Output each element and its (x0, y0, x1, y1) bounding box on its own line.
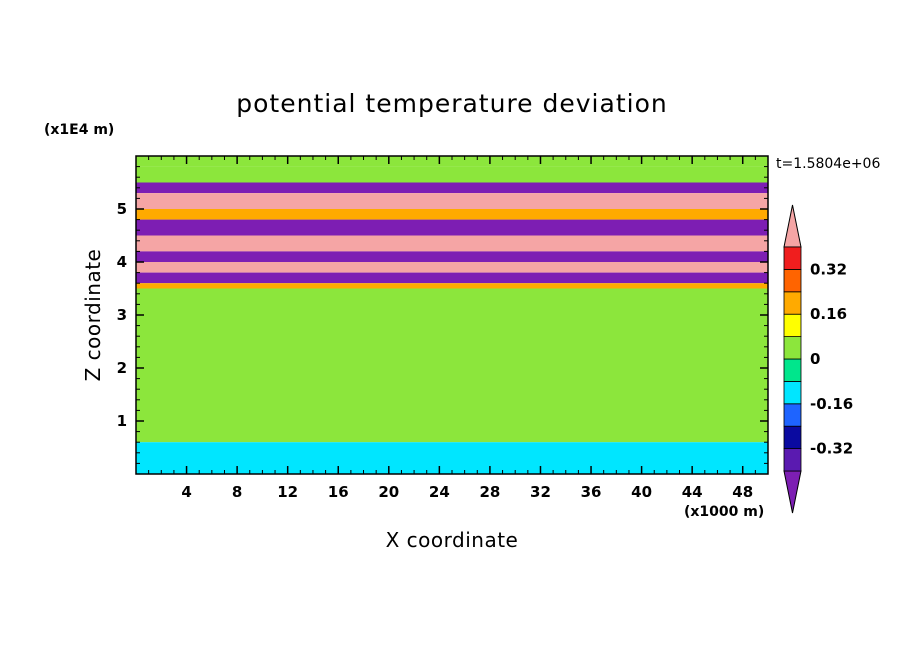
colorbar-tick-label: -0.32 (810, 440, 853, 458)
field-band-11 (136, 288, 768, 443)
colorbar-tick-label: 0.16 (810, 305, 847, 323)
colorbar-segment (783, 291, 802, 315)
colorbar-tick-label: 0 (810, 350, 820, 368)
x-tick-label: 44 (682, 483, 703, 501)
field-band-9 (136, 272, 768, 284)
field-band-6 (136, 235, 768, 252)
colorbar-segment (783, 246, 802, 270)
colorbar: 0.32 0.16 0 -0.16 -0.32 (783, 204, 853, 514)
x-tick-label: 40 (631, 483, 652, 501)
chart-title: potential temperature deviation (236, 89, 667, 118)
field-band-8 (136, 262, 768, 273)
y-tick-label: 5 (117, 200, 127, 218)
y-axis-label: Z coordinate (81, 249, 105, 382)
x-unit-label: (x1000 m) (684, 504, 764, 520)
colorbar-segment (783, 448, 802, 472)
x-tick-label: 48 (732, 483, 753, 501)
y-tick-label: 2 (117, 359, 127, 377)
colorbar-extend-max (783, 204, 802, 248)
y-tick-label: 1 (117, 412, 127, 430)
colorbar-segment (783, 313, 802, 338)
x-tick-label: 8 (232, 483, 242, 501)
x-tick-label: 20 (378, 483, 399, 501)
colorbar-tick-label: 0.32 (810, 260, 847, 278)
colorbar-extend-min (783, 470, 802, 514)
field-band-1 (136, 166, 768, 183)
contour-field (136, 156, 768, 474)
field-band-2 (136, 182, 768, 194)
y-tick-label: 3 (117, 306, 127, 324)
colorbar-segment (783, 403, 802, 427)
field-band-7 (136, 251, 768, 262)
x-axis: 4 8 12 16 20 24 28 32 36 40 44 48 (148, 156, 756, 501)
colorbar-tick-label: -0.16 (810, 395, 853, 413)
field-band-0 (136, 156, 768, 167)
x-tick-label: 24 (429, 483, 450, 501)
field-band-5 (136, 219, 768, 236)
x-tick-label: 36 (581, 483, 602, 501)
y-unit-label: (x1E4 m) (44, 122, 114, 138)
x-axis-label: X coordinate (386, 528, 519, 552)
x-tick-label: 28 (479, 483, 500, 501)
colorbar-segment (783, 336, 802, 360)
colorbar-segment (783, 380, 802, 405)
field-band-10 (136, 283, 768, 289)
colorbar-segment (783, 268, 802, 293)
time-label: t=1.5804e+06 (776, 156, 880, 172)
x-tick-label: 4 (181, 483, 191, 501)
y-axis: 1 2 3 4 5 (117, 166, 768, 464)
x-tick-label: 32 (530, 483, 551, 501)
field-band-4 (136, 209, 768, 220)
y-tick-label: 4 (117, 253, 127, 271)
field-band-3 (136, 193, 768, 209)
field-band-12 (136, 442, 768, 474)
x-tick-label: 12 (277, 483, 298, 501)
x-tick-label: 16 (328, 483, 349, 501)
colorbar-segment (783, 425, 802, 450)
colorbar-segment (783, 358, 802, 382)
